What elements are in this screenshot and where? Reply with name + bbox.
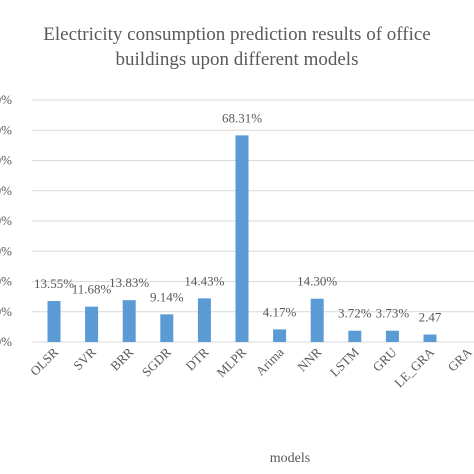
y-tick-label: 20% — [0, 274, 12, 289]
gridlines — [32, 99, 474, 343]
data-label-nnr: 14.30% — [297, 274, 337, 289]
x-tick-label-gru: GRU — [370, 344, 400, 374]
bar-dtr — [197, 298, 211, 342]
bar-brr — [122, 300, 136, 342]
data-label-olsr: 13.55% — [34, 276, 74, 291]
bar-nnr — [310, 298, 324, 342]
x-tick-label-gra: GRA — [445, 344, 474, 374]
x-axis-label: models — [270, 451, 310, 466]
x-tick-label-le_gra: LE_GRA — [391, 344, 437, 390]
data-label-brr: 13.83% — [109, 275, 149, 290]
data-label-le_gra: 2.47 — [419, 310, 442, 325]
x-axis-category-labels: OLSR SVR BRR SGDR DTR MLPR Arima NNR LSTM GRULE_G… — [27, 344, 474, 390]
chart-title-line-1: Electricity consumption prediction resul… — [43, 24, 430, 45]
data-label-gru: 3.73% — [376, 306, 410, 321]
x-tick-label-olsr: OLSR — [27, 344, 61, 378]
bar-olsr — [47, 301, 61, 342]
y-tick-label: 40% — [0, 213, 12, 228]
data-labels: 13.55%11.68%13.83%9.14%14.43% 68.31% 4.17%… — [34, 110, 442, 324]
y-tick-label: 0% — [0, 334, 12, 349]
y-tick-label: 30% — [0, 243, 12, 258]
x-tick-label-lstm: LSTM — [327, 344, 362, 379]
bar-le_gra — [423, 334, 437, 342]
data-label-mlpr: 68.31% — [222, 110, 262, 125]
bar-sgdr — [160, 314, 174, 342]
x-tick-label-dtr: DTR — [183, 344, 212, 373]
data-label-svr: 11.68% — [72, 282, 112, 297]
bars — [47, 135, 437, 342]
y-axis-tick-labels: 0% 10% 20% 30% 40% 50% 60% 70% 80% — [0, 92, 12, 349]
y-tick-label: 70% — [0, 122, 12, 137]
x-tick-label-arima: Arima — [253, 344, 287, 378]
data-label-sgdr: 9.14% — [150, 289, 184, 304]
data-label-arima: 4.17% — [263, 304, 297, 319]
chart-title-line-2: buildings upon different models — [116, 49, 359, 70]
x-tick-label-sgdr: SGDR — [139, 344, 174, 379]
bar-arima — [273, 329, 287, 342]
data-label-dtr: 14.43% — [184, 273, 224, 288]
x-tick-label-brr: BRR — [107, 344, 136, 373]
y-tick-label: 10% — [0, 304, 12, 319]
x-tick-label-svr: SVR — [70, 344, 99, 373]
y-tick-label: 80% — [0, 92, 12, 107]
y-tick-label: 50% — [0, 183, 12, 198]
bar-mlpr — [235, 135, 249, 342]
bar-svr — [85, 306, 99, 342]
bar-gru — [385, 330, 399, 342]
y-tick-label: 60% — [0, 153, 12, 168]
data-label-lstm: 3.72% — [338, 306, 372, 321]
x-tick-label-mlpr: MLPR — [213, 344, 249, 380]
bar-lstm — [348, 330, 362, 342]
x-tick-label-nnr: NNR — [294, 344, 324, 374]
